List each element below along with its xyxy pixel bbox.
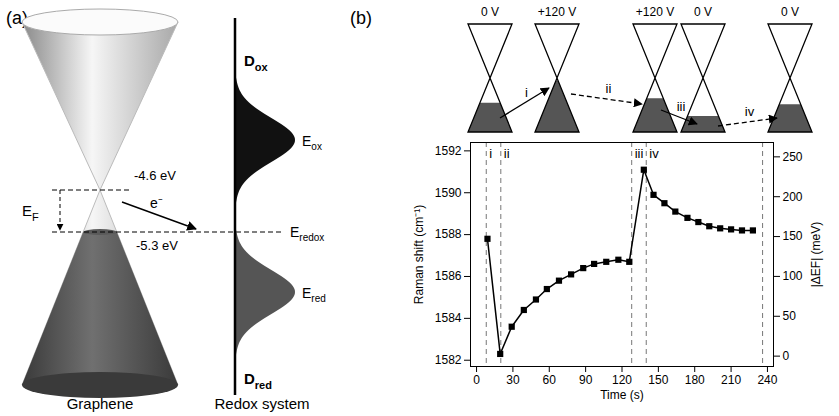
- svg-text:i: i: [525, 85, 528, 100]
- svg-text:200: 200: [783, 190, 803, 204]
- svg-text:iii: iii: [677, 99, 686, 114]
- svg-text:0: 0: [783, 349, 790, 363]
- svg-text:Dred: Dred: [244, 370, 272, 391]
- svg-text:0 V: 0 V: [694, 5, 712, 19]
- svg-text:e⁻: e⁻: [150, 195, 163, 211]
- svg-text:Redox system: Redox system: [214, 395, 309, 412]
- svg-text:i: i: [489, 146, 492, 161]
- svg-text:1588: 1588: [435, 227, 462, 241]
- svg-text:(b): (b): [350, 8, 372, 28]
- svg-text:+120 V: +120 V: [636, 5, 674, 19]
- svg-text:iv: iv: [649, 146, 659, 161]
- svg-text:+120 V: +120 V: [538, 5, 576, 19]
- svg-text:EF: EF: [22, 202, 39, 223]
- svg-text:0 V: 0 V: [781, 5, 799, 19]
- svg-text:60: 60: [543, 373, 557, 387]
- svg-text:iv: iv: [745, 104, 755, 119]
- svg-text:180: 180: [685, 373, 705, 387]
- svg-text:120: 120: [612, 373, 632, 387]
- svg-text:150: 150: [648, 373, 668, 387]
- svg-text:210: 210: [721, 373, 741, 387]
- svg-text:0 V: 0 V: [481, 5, 499, 19]
- svg-text:iii: iii: [635, 146, 644, 161]
- svg-text:Time (s): Time (s): [600, 388, 644, 402]
- svg-text:100: 100: [783, 269, 803, 283]
- svg-text:Eredox: Eredox: [290, 224, 324, 243]
- svg-text:-5.3 eV: -5.3 eV: [136, 238, 178, 253]
- svg-text:30: 30: [506, 373, 520, 387]
- svg-text:Raman shift (cm⁻¹): Raman shift (cm⁻¹): [412, 205, 426, 304]
- svg-text:250: 250: [783, 150, 803, 164]
- svg-text:Graphene: Graphene: [67, 395, 134, 412]
- svg-text:Dox: Dox: [244, 52, 269, 73]
- svg-text:-4.6 eV: -4.6 eV: [134, 168, 176, 183]
- svg-text:150: 150: [783, 229, 803, 243]
- svg-text:1582: 1582: [435, 353, 462, 367]
- svg-text:Eox: Eox: [302, 133, 322, 152]
- svg-text:ii: ii: [504, 146, 510, 161]
- svg-text:(a): (a): [6, 8, 28, 28]
- svg-text:1590: 1590: [435, 186, 462, 200]
- svg-text:|ΔEF| (meV): |ΔEF| (meV): [809, 222, 823, 288]
- svg-text:1592: 1592: [435, 144, 462, 158]
- svg-text:Ered: Ered: [302, 285, 326, 304]
- svg-text:240: 240: [757, 373, 777, 387]
- svg-text:1584: 1584: [435, 311, 462, 325]
- svg-text:0: 0: [473, 373, 480, 387]
- svg-text:90: 90: [579, 373, 593, 387]
- svg-text:1586: 1586: [435, 269, 462, 283]
- svg-text:ii: ii: [606, 81, 612, 96]
- svg-text:50: 50: [783, 309, 797, 323]
